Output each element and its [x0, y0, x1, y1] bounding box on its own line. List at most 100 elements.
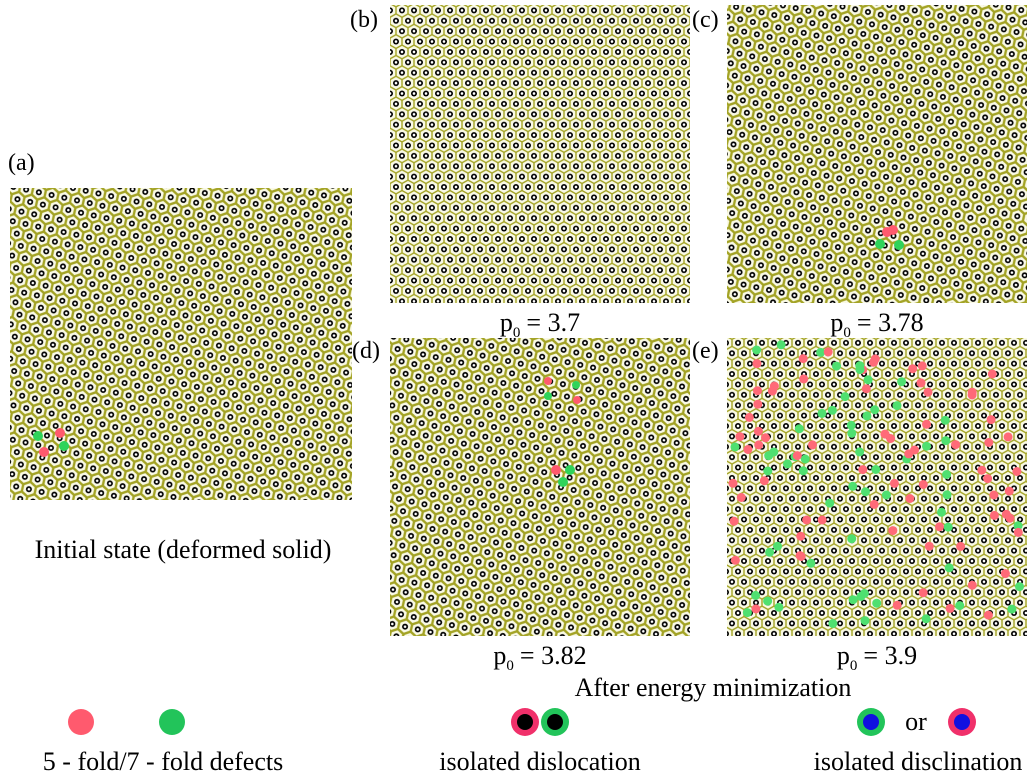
panel-image — [390, 5, 690, 303]
defect — [743, 445, 752, 454]
defect — [922, 420, 931, 429]
defect — [989, 491, 998, 500]
defect — [818, 516, 827, 525]
defect — [729, 479, 738, 488]
defect — [763, 467, 772, 476]
panel-caption: p0= 3.7 — [500, 308, 580, 341]
defect — [951, 440, 960, 449]
defect — [890, 479, 899, 488]
panel-caption: Initial state (deformed solid) — [35, 535, 332, 564]
defect — [765, 548, 774, 557]
panel-label: (e) — [692, 338, 719, 364]
legend-text: isolated dislocation — [439, 747, 640, 776]
defect — [937, 508, 946, 517]
defect — [861, 616, 870, 625]
defect — [905, 494, 914, 503]
defect — [751, 591, 760, 600]
panel-image — [10, 188, 352, 500]
defect — [944, 523, 953, 532]
defect — [745, 413, 754, 422]
defect — [793, 451, 802, 460]
defect — [864, 375, 873, 384]
defect — [769, 448, 778, 457]
defect — [893, 601, 902, 610]
legend-text: isolated disclination — [814, 747, 1023, 776]
defect — [730, 517, 739, 526]
defect — [799, 466, 808, 475]
defect — [1015, 582, 1024, 591]
defect — [802, 516, 811, 525]
defect — [941, 416, 950, 425]
defect — [862, 384, 871, 393]
group-caption: After energy minimization — [575, 673, 852, 702]
defect — [881, 430, 890, 439]
defect — [1007, 605, 1016, 614]
defect — [870, 500, 879, 509]
defect — [847, 534, 856, 543]
defect — [984, 611, 993, 620]
legend-text: 5 - fold/7 - fold defects — [43, 747, 283, 776]
panel-caption: p0= 3.78 — [830, 308, 923, 341]
defect — [869, 358, 878, 367]
defect — [1012, 467, 1021, 476]
defect — [945, 563, 954, 572]
defect — [777, 340, 786, 349]
defect — [862, 411, 871, 420]
text: = 3.9 — [863, 641, 917, 670]
defect — [977, 466, 986, 475]
defect — [1002, 510, 1011, 519]
defect — [1004, 432, 1013, 441]
defect — [761, 433, 770, 442]
defect — [825, 499, 834, 508]
defect — [753, 386, 762, 395]
defect — [832, 362, 841, 371]
defect — [1001, 569, 1010, 578]
defect — [855, 447, 864, 456]
defect — [743, 608, 752, 617]
defect — [737, 493, 746, 502]
defect — [897, 377, 906, 386]
defect — [988, 370, 997, 379]
defect — [956, 542, 965, 551]
defect — [753, 400, 762, 409]
defect — [968, 581, 977, 590]
defect — [847, 429, 856, 438]
defect — [752, 359, 761, 368]
defect — [752, 346, 761, 355]
defect — [731, 442, 740, 451]
defect — [856, 592, 865, 601]
defect — [801, 455, 810, 464]
defect — [858, 465, 867, 474]
defect — [888, 526, 897, 535]
defect — [847, 421, 856, 430]
text: p — [493, 641, 506, 670]
defect — [808, 440, 817, 449]
legend-text: or — [905, 707, 927, 736]
text: 0 — [506, 658, 514, 674]
defect — [968, 391, 977, 400]
defect — [919, 480, 928, 489]
defect — [799, 354, 808, 363]
text: p — [500, 308, 513, 337]
defect — [941, 436, 950, 445]
defect — [919, 588, 928, 597]
defect — [849, 595, 858, 604]
defect — [922, 442, 931, 451]
defect — [1005, 487, 1014, 496]
defect — [751, 604, 760, 613]
defect — [824, 347, 833, 356]
panel-caption: p0= 3.82 — [493, 641, 586, 674]
panel-image — [390, 338, 690, 636]
defect — [882, 491, 891, 500]
text: 0 — [850, 658, 858, 674]
defect — [848, 482, 857, 491]
panel-caption: p0= 3.9 — [837, 641, 917, 674]
defect — [984, 438, 993, 447]
defect — [917, 378, 926, 387]
defect — [841, 392, 850, 401]
defect — [955, 601, 964, 610]
legend: 5 - fold/7 - fold defects isolated dislo… — [43, 707, 1023, 776]
defect — [731, 556, 740, 565]
defect — [773, 542, 782, 551]
defect — [774, 603, 783, 612]
